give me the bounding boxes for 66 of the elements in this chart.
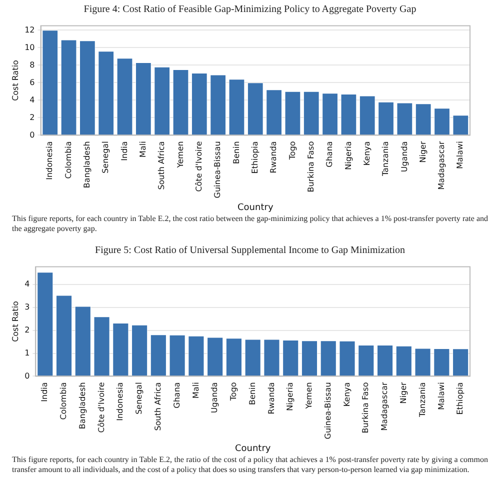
x-tick-label: Madagascar — [437, 140, 446, 190]
y-tick-label: 3 — [24, 302, 30, 312]
x-tick-label: Guinea-Bissau — [323, 382, 332, 440]
x-tick-label: Madagascar — [380, 381, 390, 431]
y-tick-label: 2 — [24, 325, 30, 334]
x-tick-label: Indonesia — [45, 141, 54, 180]
x-tick-label: Ethiopia — [250, 141, 260, 174]
x-tick-label: Senegal — [134, 382, 144, 414]
x-tick-label: India — [40, 382, 50, 402]
x-tick-label: Ghana — [172, 382, 182, 408]
x-tick-label: Kenya — [342, 382, 352, 407]
x-tick-label: Rwanda — [266, 382, 276, 414]
x-tick-label: Côte d'Ivoire — [194, 141, 204, 192]
x-tick-label: Yemen — [304, 382, 314, 410]
x-tick-label: Togo — [229, 382, 238, 402]
y-tick-label: 4 — [30, 95, 35, 104]
x-tick-label: Yemen — [176, 141, 185, 169]
x-tick-label: Mali — [191, 382, 200, 398]
x-tick-label: Benin — [232, 141, 241, 164]
x-tick-label: Ethiopia — [456, 382, 465, 415]
x-tick-label: Togo — [288, 141, 297, 161]
chart-title: Figure 5: Cost Ratio of Universal Supplemental Income to Gap Minimization — [94, 245, 406, 258]
x-tick-label: Bangladesh — [82, 141, 92, 188]
y-tick-label: 12 — [24, 25, 35, 34]
text: This figure reports, for each country in Table E.2, the cost ratio between the gap-minimizing policy that achieves a 1% post-transfer poverty rate and the aggregate poverty gap. — [11, 214, 489, 233]
y-tick-label: 8 — [30, 60, 35, 70]
x-tick-label: Nigeria — [344, 141, 353, 170]
x-tick-label: Malawi — [456, 141, 465, 169]
x-tick-label: Nigeria — [286, 382, 295, 411]
x-tick-label: Rwanda — [269, 141, 278, 174]
y-tick-label: 2 — [30, 112, 35, 122]
x-tick-label: Tanzania — [418, 382, 427, 418]
x-tick-label: Bangladesh — [78, 382, 87, 430]
x-tick-label: Tanzania — [381, 141, 390, 178]
x-tick-label: South Africa — [154, 382, 163, 431]
x-tick-label: Niger — [418, 140, 428, 163]
x-tick-label: Kenya — [362, 141, 372, 166]
x-tick-label: Mali — [138, 141, 148, 158]
x-tick-label: Côte d'Ivoire — [96, 382, 106, 433]
x-tick-label: Burkina Faso — [361, 382, 370, 434]
y-axis-title: Cost Ratio — [10, 300, 20, 342]
x-tick-label: Niger — [398, 381, 408, 404]
y-tick-label: 4 — [24, 280, 30, 289]
x-tick-label: Colombia — [59, 382, 68, 420]
x-tick-label: Indonesia — [116, 382, 125, 421]
x-tick-label: Uganda — [400, 141, 409, 172]
x-tick-label: Malawi — [436, 382, 446, 410]
x-axis-title: Country — [234, 444, 272, 454]
x-tick-label: Guinea-Bissau — [213, 141, 222, 198]
x-tick-label: Senegal — [101, 141, 110, 174]
y-tick-label: 6 — [30, 78, 35, 87]
text: This figure reports, for each country in Table E.2, the ratio of the cost of a policy that achieves a 1% post-transfer poverty rate by giving a common transfer amount to all individuals, and the cost of a policy that does so using transfers that vary person-to-person learned via gap minimization. — [11, 455, 489, 474]
y-tick-label: 0 — [24, 371, 30, 380]
y-axis-title: Cost Ratio — [10, 60, 20, 101]
y-tick-label: 1 — [24, 348, 30, 358]
y-tick-label: 10 — [24, 42, 35, 52]
chart-title: Figure 4: Cost Ratio of Feasible Gap-Minimizing Policy to Aggregate Poverty Gap — [82, 4, 418, 17]
x-tick-label: Benin — [248, 382, 257, 405]
x-tick-label: Uganda — [210, 382, 220, 414]
x-tick-label: Burkina Faso — [306, 141, 316, 192]
x-tick-label: Colombia — [64, 141, 73, 179]
x-tick-label: India — [120, 141, 129, 161]
x-tick-label: Ghana — [325, 141, 334, 168]
y-tick-label: 0 — [30, 130, 35, 140]
x-axis-title: Country — [238, 202, 274, 213]
x-tick-label: South Africa — [157, 141, 166, 190]
